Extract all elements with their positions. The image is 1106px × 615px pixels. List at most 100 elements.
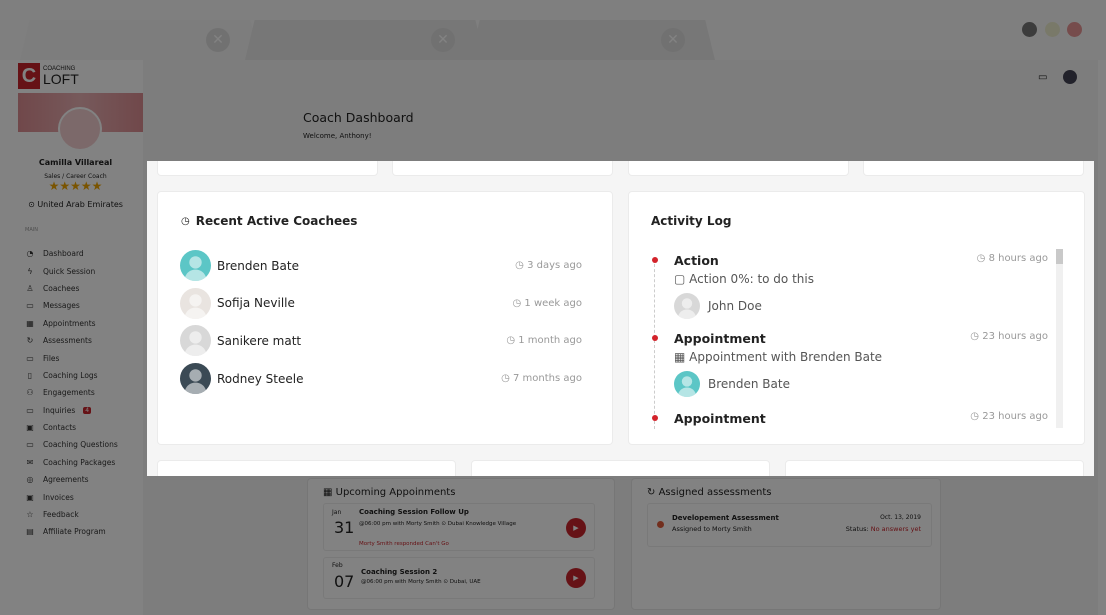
sidebar-item-appointments[interactable]: ▦ Appointments bbox=[26, 318, 96, 328]
group-icon: ⚇ bbox=[26, 388, 34, 398]
sidebar-item-coachees[interactable]: ♙ Coachees bbox=[26, 283, 80, 293]
sidebar-item-files[interactable]: ▭ Files bbox=[26, 353, 60, 363]
sidebar-item-feedback[interactable]: ☆ Feedback bbox=[26, 510, 79, 520]
scrollbar[interactable] bbox=[1056, 249, 1063, 428]
activity-log-card: Activity Log Action ◷ 8 hours ago ▢ Action… bbox=[628, 191, 1085, 445]
status-text: No answers yet bbox=[870, 525, 921, 533]
browser-tab[interactable]: ✕ bbox=[20, 20, 260, 60]
sidebar-item-coaching-logs[interactable]: ▯ Coaching Logs bbox=[25, 367, 118, 384]
clock-icon: ◷ bbox=[515, 260, 528, 271]
browser-tab[interactable]: ✕ bbox=[470, 20, 715, 60]
location-icon: ⊙ bbox=[28, 200, 38, 209]
scrollbar-thumb[interactable] bbox=[1056, 249, 1063, 264]
dashboard-card bbox=[157, 460, 456, 476]
clipboard-icon: ▢ bbox=[674, 272, 690, 286]
invoice-icon: ▣ bbox=[26, 492, 34, 502]
last-active: ◷ 7 months ago bbox=[501, 373, 582, 385]
inquiries-badge: 4 bbox=[83, 406, 92, 414]
window-button[interactable] bbox=[1022, 22, 1037, 37]
sidebar-item-quick-session[interactable]: ϟ Quick Session bbox=[25, 262, 118, 279]
contacts-icon: ▣ bbox=[26, 423, 34, 433]
play-icon[interactable]: ▶ bbox=[566, 518, 586, 538]
activity-time: ◷ 23 hours ago bbox=[970, 411, 1048, 422]
coachee-row[interactable]: Rodney Steele ◷ 7 months ago bbox=[180, 363, 582, 395]
package-icon: ✉ bbox=[26, 457, 34, 467]
message-icon: ▭ bbox=[26, 301, 34, 311]
sidebar-item-dashboard[interactable]: ◔ Dashboard bbox=[26, 249, 84, 259]
calendar-icon: ▦ bbox=[674, 350, 690, 364]
clock-icon: ◷ bbox=[970, 411, 983, 422]
handshake-icon: ◎ bbox=[26, 475, 34, 485]
coachee-row[interactable]: Sanikere matt ◷ 1 month ago bbox=[180, 325, 582, 357]
calendar-icon: ▦ bbox=[323, 487, 336, 498]
coachee-name[interactable]: Sanikere matt bbox=[217, 333, 302, 348]
sidebar-item-engagements[interactable]: ⚇ Engagements bbox=[26, 388, 95, 398]
sidebar-item-contacts[interactable]: ▣ Contacts bbox=[26, 423, 77, 433]
profile-avatar[interactable] bbox=[58, 107, 102, 151]
user-avatar bbox=[674, 371, 700, 397]
coachee-avatar bbox=[180, 363, 211, 395]
play-icon[interactable]: ▶ bbox=[566, 568, 586, 588]
user-avatar[interactable] bbox=[1063, 70, 1077, 84]
rating-stars: ★★★★★ bbox=[48, 179, 103, 193]
card-title: Activity Log bbox=[651, 214, 732, 228]
card-title: Recent Active Coachees bbox=[195, 214, 358, 228]
window-button[interactable] bbox=[1067, 22, 1082, 37]
refresh-icon: ↻ bbox=[647, 487, 659, 498]
close-tab-icon[interactable]: ✕ bbox=[206, 28, 230, 52]
sidebar-item-agreements[interactable]: ◎ Agreements bbox=[26, 475, 89, 485]
window-button[interactable] bbox=[1045, 22, 1060, 37]
appointment-item[interactable]: Jan 31 Coaching Session Follow Up @06:00… bbox=[323, 503, 595, 551]
card-title: Upcoming Appoinments bbox=[335, 487, 456, 498]
lightning-icon: ϟ bbox=[27, 266, 33, 276]
coachee-avatar bbox=[180, 250, 211, 281]
last-active: ◷ 1 month ago bbox=[506, 335, 582, 347]
activity-time: ◷ 8 hours ago bbox=[976, 253, 1048, 264]
stat-card bbox=[392, 161, 613, 176]
sidebar-item-assessments[interactable]: ↻ Assessments bbox=[26, 336, 92, 346]
chat-icon[interactable]: ▭ bbox=[1038, 72, 1048, 83]
close-tab-icon[interactable]: ✕ bbox=[661, 28, 685, 52]
appointment-item[interactable]: Feb 07 Coaching Session 2 @06:00 pm with… bbox=[323, 557, 595, 599]
activity-user[interactable]: Brenden Bate bbox=[674, 371, 1048, 397]
timeline-dot bbox=[652, 335, 658, 341]
nav-section-label: MAIN bbox=[25, 227, 38, 233]
gift-icon: ▤ bbox=[26, 527, 34, 537]
clock-icon: ◷ bbox=[970, 331, 983, 342]
last-active: ◷ 3 days ago bbox=[515, 260, 582, 271]
activity-title: Action bbox=[674, 253, 719, 268]
history-icon: ◷ bbox=[181, 215, 190, 227]
sidebar-item-affiliate-program[interactable]: ▤ Affiliate Program bbox=[26, 527, 106, 537]
sidebar-item-coaching-questions[interactable]: ▭ Coaching Questions bbox=[26, 440, 118, 450]
clock-icon: ◷ bbox=[506, 335, 519, 347]
sidebar-item-coaching-packages[interactable]: ✉ Coaching Packages bbox=[26, 457, 116, 467]
activity-item[interactable]: Appointment ◷ 23 hours ago bbox=[652, 411, 1048, 426]
coachee-name[interactable]: Sofija Neville bbox=[217, 296, 295, 311]
close-tab-icon[interactable]: ✕ bbox=[431, 28, 455, 52]
stat-card bbox=[863, 161, 1084, 176]
assessment-item[interactable]: Developement Assessment Assigned to Mort… bbox=[647, 503, 932, 547]
coachee-avatar bbox=[180, 325, 211, 357]
activity-item[interactable]: Appointment ◷ 23 hours ago ▦ Appointment w… bbox=[652, 331, 1048, 397]
timeline-dot bbox=[652, 415, 658, 421]
welcome-text: Welcome, Anthony! bbox=[303, 132, 372, 140]
sidebar-item-messages[interactable]: ▭ Messages bbox=[26, 301, 80, 311]
coachee-row[interactable]: Sofija Neville ◷ 1 week ago bbox=[180, 287, 583, 319]
activity-title: Appointment bbox=[674, 331, 766, 346]
coachee-name[interactable]: Brenden Bate bbox=[217, 258, 299, 273]
activity-user[interactable]: John Doe bbox=[674, 293, 1048, 319]
profile-location: ⊙ United Arab Emirates bbox=[28, 200, 123, 209]
highlighted-region: ◷ Recent Active Coachees Brenden Bate ◷ 3 … bbox=[147, 161, 1094, 476]
upcoming-appointments-card: ▦ Upcoming Appoinments Jan 31 Coaching S… bbox=[307, 478, 615, 610]
coachee-row[interactable]: Brenden Bate ◷ 3 days ago bbox=[180, 250, 582, 281]
clock-icon: ◷ bbox=[501, 373, 514, 385]
timeline-dot bbox=[652, 257, 658, 263]
browser-tab[interactable]: ✕ bbox=[245, 20, 485, 60]
sidebar-item-invoices[interactable]: ▣ Invoices bbox=[26, 492, 74, 502]
card-title: Assigned assessments bbox=[658, 487, 772, 498]
activity-item[interactable]: Action ◷ 8 hours ago ▢ Action 0%: to do th… bbox=[652, 253, 1048, 319]
coachee-name[interactable]: Rodney Steele bbox=[217, 371, 304, 386]
sidebar-item-inquiries[interactable]: ▭ Inquiries 4 bbox=[26, 405, 92, 415]
logo[interactable]: C COACHING LOFT bbox=[18, 63, 79, 89]
last-active: ◷ 1 week ago bbox=[512, 297, 583, 309]
